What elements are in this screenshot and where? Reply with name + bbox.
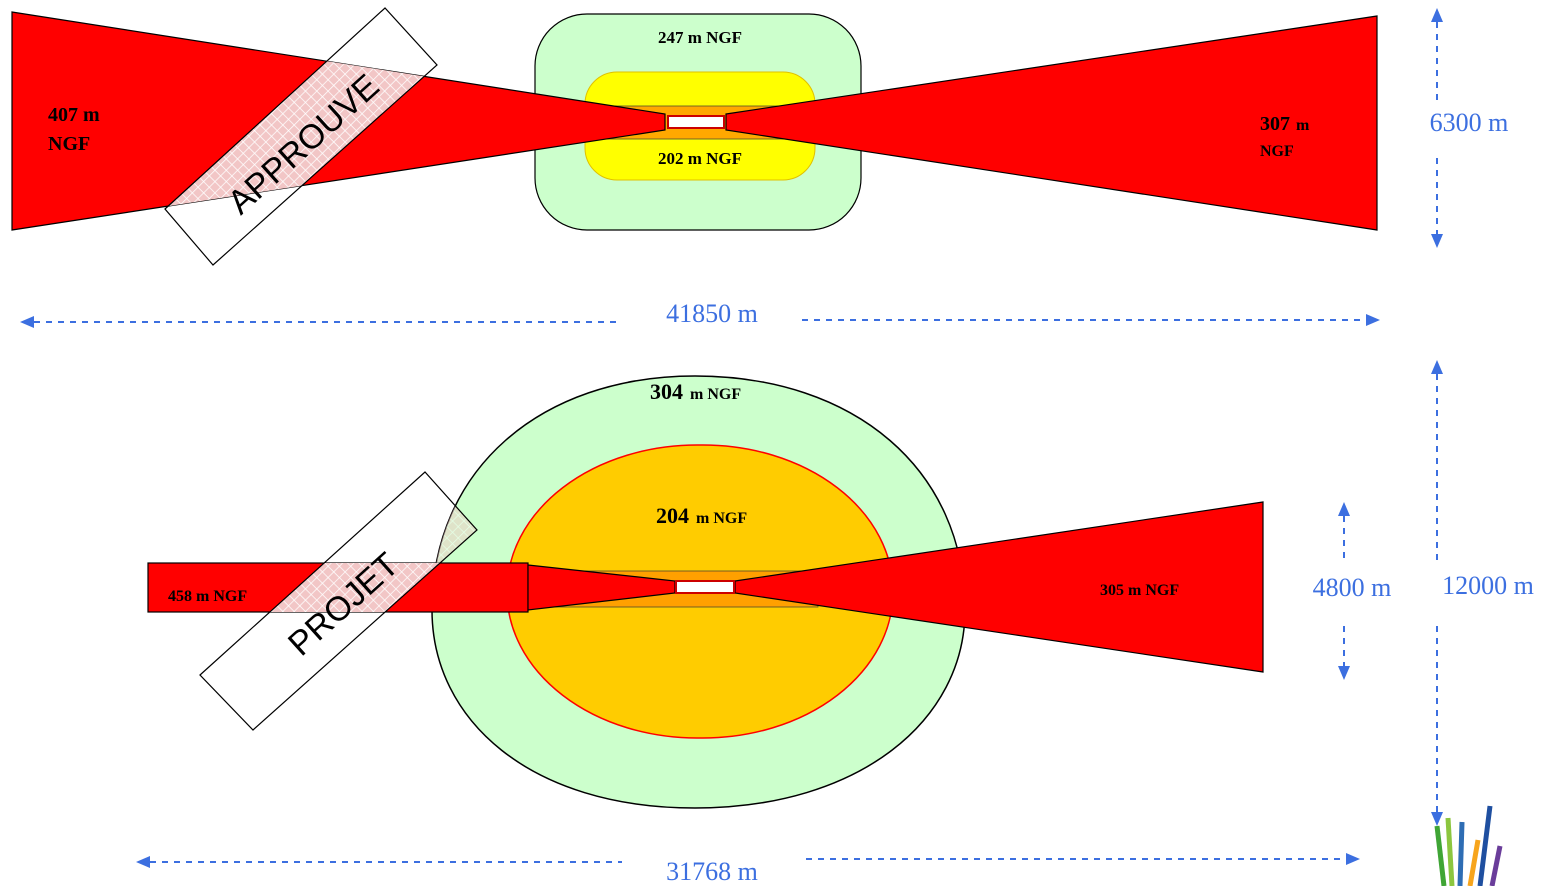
west-strip-label: 458 m NGF	[168, 588, 247, 605]
inner-zone-label-top: 202 m NGF	[658, 149, 742, 168]
dimension-12000: 12000 m	[1431, 360, 1534, 826]
east-approach-cone	[725, 15, 1378, 231]
east-cone-label-bottom: 305 m NGF	[1100, 582, 1179, 599]
west-cone-label-line2: NGF	[48, 133, 90, 155]
outer-zone-label-top: 247 m NGF	[658, 28, 742, 47]
approved-plan: APPROUVE 247 m NGF 202 m NGF 407 m NGF 3…	[11, 7, 1509, 328]
dimension-6300-text: 6300 m	[1430, 108, 1509, 137]
dimension-4800: 4800 m	[1313, 502, 1392, 680]
inner-zone-label-bottom: 204 m NGF	[656, 503, 747, 528]
dimension-12000-text: 12000 m	[1442, 571, 1534, 600]
dimension-41850-text: 41850 m	[666, 299, 758, 328]
west-cone-label-line1: 407 m	[48, 104, 100, 126]
dimension-31768: 31768 m	[136, 853, 1360, 886]
dimension-6300: 6300 m	[1430, 8, 1509, 248]
dimension-31768-text: 31768 m	[666, 857, 758, 886]
dimension-41850: 41850 m	[20, 299, 1380, 328]
colorful-stripes-logo	[1434, 805, 1503, 886]
east-cone-label-line1: 307 m	[1260, 113, 1310, 135]
runway	[667, 115, 725, 129]
runway-project	[675, 580, 735, 594]
dimension-4800-text: 4800 m	[1313, 573, 1392, 602]
east-cone-label-line2: NGF	[1260, 143, 1294, 160]
outer-zone-label-bottom: 304 m NGF	[650, 379, 741, 404]
project-plan: PROJET 304 m NGF 204 m NGF 458 m NGF 305…	[136, 360, 1534, 886]
